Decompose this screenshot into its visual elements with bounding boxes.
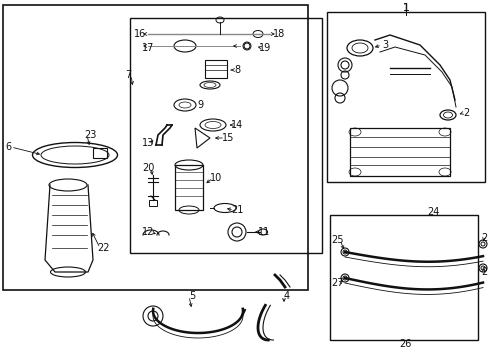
Text: 14: 14 (230, 120, 243, 130)
Text: 19: 19 (258, 43, 270, 53)
Text: 1: 1 (402, 3, 408, 13)
Text: 21: 21 (230, 205, 243, 215)
Text: 17: 17 (142, 43, 154, 53)
Text: 6: 6 (5, 142, 11, 152)
Bar (326, 12, 484, 182)
Text: 25: 25 (330, 235, 343, 245)
Text: 5: 5 (188, 291, 195, 301)
Bar (3, 5, 307, 290)
Bar (130, 18, 321, 253)
Text: 2: 2 (462, 108, 468, 118)
Bar (149, 200, 157, 206)
Text: 27: 27 (480, 267, 488, 277)
Text: 24: 24 (426, 207, 438, 217)
Text: 20: 20 (142, 163, 154, 173)
Bar (204, 60, 226, 78)
Text: 10: 10 (209, 173, 222, 183)
Text: 15: 15 (222, 133, 234, 143)
Bar (175, 165, 203, 210)
Text: 22: 22 (97, 243, 109, 253)
Text: 27: 27 (330, 278, 343, 288)
Text: 11: 11 (257, 227, 269, 237)
Bar (349, 128, 449, 176)
Text: 7: 7 (124, 70, 131, 80)
Text: 8: 8 (233, 65, 240, 75)
Text: 9: 9 (197, 100, 203, 110)
Text: 4: 4 (284, 291, 289, 301)
Text: 23: 23 (83, 130, 96, 140)
Text: 26: 26 (398, 339, 410, 349)
Text: 18: 18 (272, 29, 285, 39)
Text: 25: 25 (480, 233, 488, 243)
Text: 12: 12 (142, 227, 154, 237)
Bar (329, 215, 477, 340)
Text: 1: 1 (402, 3, 408, 13)
Text: 3: 3 (381, 40, 387, 50)
Bar (93, 148, 107, 158)
Text: 16: 16 (134, 29, 146, 39)
Text: 13: 13 (142, 138, 154, 148)
